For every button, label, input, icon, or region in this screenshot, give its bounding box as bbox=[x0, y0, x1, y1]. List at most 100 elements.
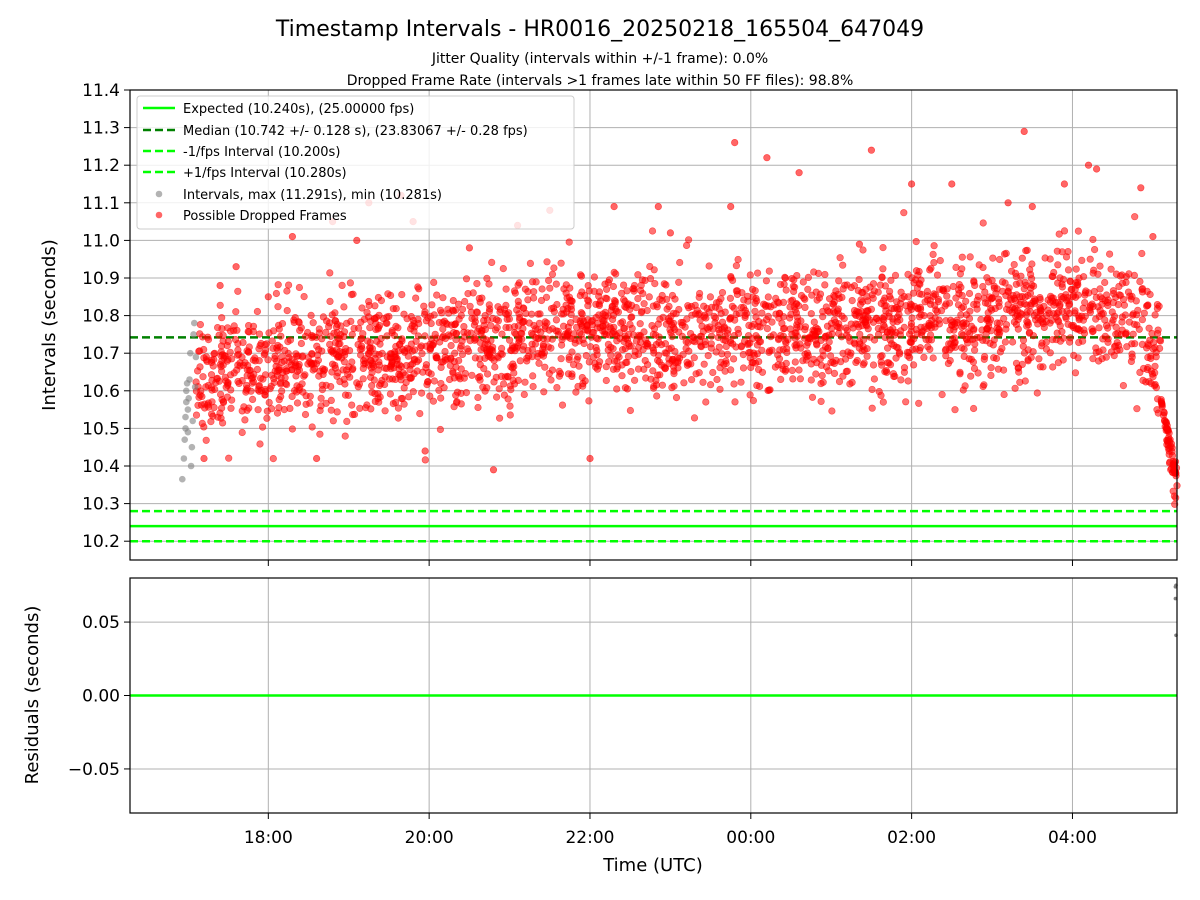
dropped-frame-point bbox=[701, 341, 710, 349]
dropped-frame-point bbox=[506, 336, 514, 344]
intervals-y-ticks: 10.2 10.3 10.4 10.5 10.6 10.7 10.8 10.9 11.0 11.1… bbox=[82, 81, 130, 552]
dropped-frame-point bbox=[1130, 271, 1138, 280]
dropped-frame-point bbox=[1069, 323, 1078, 332]
dropped-frame-point bbox=[1064, 248, 1072, 256]
dropped-frame-point bbox=[392, 322, 400, 331]
dropped-frame-point bbox=[223, 393, 231, 401]
dropped-frame-point bbox=[817, 397, 825, 406]
dropped-frame-point bbox=[473, 280, 481, 288]
dropped-frame-point bbox=[885, 287, 894, 296]
dropped-frame-point bbox=[821, 281, 829, 289]
dropped-frame-point bbox=[935, 316, 943, 324]
dropped-frame-point bbox=[746, 391, 754, 399]
dropped-frame-point bbox=[869, 361, 878, 369]
dropped-frame-point bbox=[366, 324, 374, 332]
dropped-frame-point bbox=[1153, 406, 1161, 414]
dropped-frame-point bbox=[1011, 297, 1020, 305]
dropped-frame-point bbox=[929, 354, 937, 362]
dropped-frame-point bbox=[585, 297, 593, 305]
dropped-frame-point bbox=[368, 369, 376, 377]
interval-point bbox=[191, 319, 198, 327]
dropped-frame-outlier bbox=[1020, 127, 1028, 135]
dropped-frame-point bbox=[1010, 261, 1018, 269]
legend-entry-expected: Expected (10.240s), (25.00000 fps) bbox=[143, 102, 414, 117]
dropped-frame-point bbox=[775, 309, 784, 318]
dropped-frame-point bbox=[707, 332, 716, 340]
dropped-frame-point bbox=[602, 363, 610, 371]
dropped-frame-point bbox=[198, 419, 206, 428]
dropped-frame-point bbox=[909, 289, 918, 297]
residuals-y-ticks: −0.05 0.00 0.05 bbox=[68, 613, 130, 780]
dropped-frame-point bbox=[674, 364, 682, 372]
dropped-frame-point bbox=[661, 349, 669, 357]
dropped-frame-point bbox=[286, 336, 295, 344]
dropped-frame-point bbox=[381, 407, 389, 415]
dropped-frame-point bbox=[1055, 230, 1063, 238]
dropped-frame-point bbox=[648, 227, 657, 235]
dropped-frame-point bbox=[915, 290, 924, 298]
dropped-frame-point bbox=[667, 329, 675, 337]
dropped-frame-point bbox=[409, 316, 418, 325]
dropped-frame-point bbox=[295, 283, 304, 292]
dropped-frame-point bbox=[915, 399, 923, 407]
dropped-frame-point bbox=[455, 315, 463, 323]
dropped-frame-point bbox=[204, 403, 213, 411]
dropped-frame-point bbox=[357, 351, 365, 359]
dropped-frame-point bbox=[389, 400, 397, 408]
dropped-frame-point bbox=[1127, 295, 1135, 303]
dropped-frame-point bbox=[204, 333, 212, 341]
dropped-frame-point bbox=[441, 347, 449, 356]
dropped-frame-point bbox=[722, 342, 730, 351]
dropped-frame-point bbox=[874, 324, 882, 333]
dropped-frame-point bbox=[555, 372, 564, 380]
dropped-frame-point bbox=[1033, 389, 1041, 397]
dropped-frame-point bbox=[392, 353, 400, 361]
dropped-frame-point bbox=[982, 337, 990, 345]
interval-point bbox=[184, 428, 192, 436]
dropped-frame-point bbox=[588, 321, 597, 329]
dropped-frame-point bbox=[771, 363, 780, 371]
dropped-frame-point bbox=[801, 323, 810, 331]
dropped-frame-point bbox=[1081, 299, 1089, 307]
dropped-frame-point bbox=[753, 269, 762, 277]
dropped-frame-outlier bbox=[1149, 233, 1157, 241]
dropped-frame-point bbox=[933, 308, 941, 316]
dropped-frame-outlier bbox=[421, 447, 429, 455]
dropped-frame-point bbox=[455, 300, 463, 308]
dropped-frame-point bbox=[702, 314, 710, 322]
dropped-frame-point bbox=[1120, 301, 1128, 309]
dropped-frame-point bbox=[194, 401, 202, 409]
dropped-frame-point bbox=[879, 398, 887, 406]
dropped-frame-point bbox=[995, 326, 1003, 334]
dropped-frame-point bbox=[538, 285, 546, 293]
dropped-frame-point bbox=[427, 370, 435, 378]
dropped-frame-point bbox=[610, 296, 619, 305]
dropped-frame-point bbox=[1008, 338, 1017, 346]
dropped-frame-point bbox=[885, 359, 893, 367]
chart-subtitle-jitter: Jitter Quality (intervals within +/-1 fr… bbox=[431, 51, 768, 67]
dropped-frame-point bbox=[883, 368, 891, 376]
dropped-frame-point bbox=[1102, 291, 1111, 299]
dropped-frame-point bbox=[788, 296, 797, 304]
dropped-frame-point bbox=[415, 285, 423, 293]
dropped-frame-point bbox=[1115, 282, 1123, 291]
dropped-frame-point bbox=[878, 361, 886, 369]
dropped-frame-point bbox=[277, 332, 285, 340]
dropped-frame-point bbox=[702, 398, 710, 406]
dropped-frame-point bbox=[196, 321, 204, 329]
dropped-frame-point bbox=[656, 371, 664, 379]
dropped-frame-point bbox=[718, 350, 726, 358]
dropped-frame-point bbox=[449, 297, 457, 305]
dropped-frame-point bbox=[245, 343, 253, 351]
dropped-frame-point bbox=[1102, 353, 1110, 361]
dropped-frame-point bbox=[825, 338, 833, 346]
dropped-frame-point bbox=[977, 315, 985, 324]
dropped-frame-point bbox=[772, 294, 780, 303]
dropped-frame-point bbox=[836, 254, 844, 262]
interval-point bbox=[187, 462, 195, 470]
interval-point bbox=[185, 395, 192, 402]
legend-swatch-intervals bbox=[155, 190, 163, 198]
dropped-frame-point bbox=[917, 331, 926, 339]
dropped-frame-outlier bbox=[948, 180, 956, 188]
dropped-frame-point bbox=[602, 376, 610, 385]
